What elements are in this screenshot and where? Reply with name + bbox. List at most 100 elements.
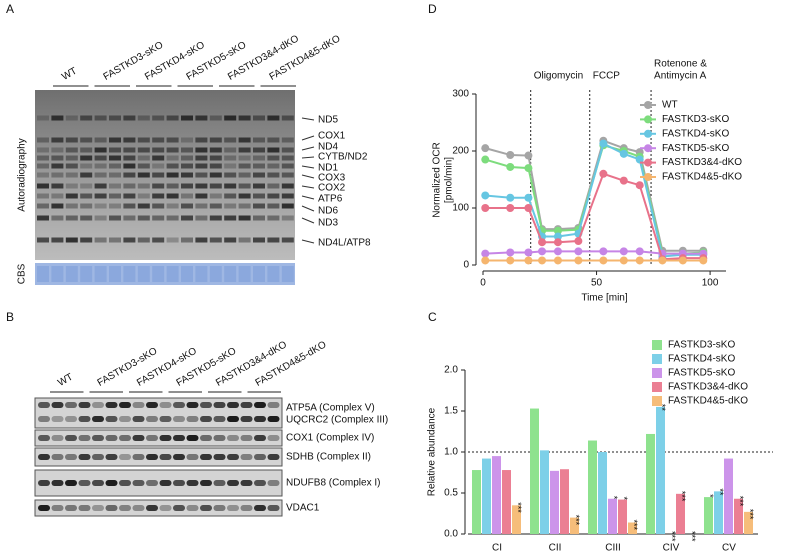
blot-band (78, 416, 91, 422)
legend-label: FASTKD5-sKO (662, 143, 729, 154)
gel-band (253, 172, 265, 178)
blot-band (92, 454, 104, 460)
blot-band (65, 505, 77, 511)
gel-band (166, 193, 179, 199)
gel-band (267, 237, 280, 243)
bar (560, 469, 569, 534)
blot-band (173, 402, 185, 408)
lane-label: FASTKD4&5-dKO (268, 33, 343, 83)
blot-strip (34, 429, 283, 447)
gel-band (238, 115, 251, 121)
blot-band (200, 505, 212, 511)
significance-label: *** (513, 502, 523, 513)
blot-band (267, 454, 280, 460)
panel-letter: B (6, 310, 14, 324)
gel-band (37, 137, 49, 143)
data-point (481, 249, 490, 258)
gel-band (166, 115, 179, 121)
gel-band (181, 137, 193, 143)
legend-swatch (652, 396, 662, 406)
x-tick-label: 100 (702, 278, 719, 289)
gel-band (80, 203, 93, 209)
legend-label: FASTKD3&4-dKO (668, 382, 748, 393)
x-tick-label: CII (549, 543, 562, 554)
blot-band (267, 402, 280, 408)
blot-band (38, 454, 50, 460)
blot-band (78, 435, 91, 441)
gel-band (253, 237, 265, 243)
gel-band (80, 115, 93, 121)
data-point (574, 237, 583, 246)
significance-label: ** (715, 488, 725, 496)
gel-band (253, 115, 265, 121)
blot-band (105, 402, 118, 408)
blot-band (105, 416, 118, 422)
lane-label: FASTKD3&4-dKO (226, 33, 301, 83)
significance-label: * (609, 496, 619, 500)
gel-band (195, 193, 208, 199)
blot-band (186, 480, 199, 486)
gel-band (123, 115, 136, 121)
gel-band (195, 237, 208, 243)
blot-band (254, 416, 266, 422)
gel-band (152, 147, 165, 153)
bar (618, 499, 627, 534)
data-point (524, 248, 533, 257)
blot-band (146, 480, 158, 486)
blot-band (65, 402, 77, 408)
blot-band (254, 454, 266, 460)
gel-band (224, 155, 237, 161)
gel-band (51, 172, 64, 178)
gel-band (109, 237, 121, 243)
data-point (481, 155, 490, 164)
gel-band (224, 215, 237, 221)
bar (540, 450, 549, 534)
band-pointer (301, 217, 315, 224)
x-tick-label: 0 (480, 278, 486, 289)
blot-band (132, 505, 145, 511)
gel-band (181, 172, 193, 178)
gel-band (281, 147, 294, 153)
data-point (506, 193, 515, 202)
blot-band (51, 416, 64, 422)
blot-band (240, 435, 253, 441)
data-point (619, 247, 628, 256)
y-tick-label: 0.0 (444, 529, 458, 540)
gel-band (195, 115, 208, 121)
legend-marker (644, 115, 652, 124)
band-label: ND1 (318, 163, 338, 174)
gel-band (37, 215, 49, 221)
loading-label: CBS (17, 263, 28, 284)
gel-band (281, 172, 294, 178)
band-pointer (301, 135, 315, 141)
blot-band (200, 402, 212, 408)
significance-label: *** (571, 515, 581, 526)
band-label: ND3 (318, 218, 338, 229)
gel-band (224, 115, 237, 121)
treatment-label: FCCP (593, 71, 621, 82)
gel-band (281, 163, 294, 169)
gel-band (51, 203, 64, 209)
gel-band (195, 172, 208, 178)
gel-band (209, 215, 222, 221)
bar (714, 491, 723, 534)
cbs-lane (109, 266, 121, 282)
cbs-lane (37, 266, 49, 282)
blot-band (119, 505, 131, 511)
cbs-lane (195, 266, 208, 282)
gel-band (166, 147, 179, 153)
gel-band (51, 237, 64, 243)
gel-band (209, 115, 222, 121)
gel-band (109, 215, 121, 221)
legend-marker (644, 101, 652, 109)
x-tick-label: CI (492, 543, 502, 554)
y-tick-label: 1.0 (444, 447, 458, 458)
gel-band (195, 147, 208, 153)
gel-band (209, 155, 222, 161)
gel-band (181, 163, 193, 169)
data-point (619, 176, 628, 185)
legend-label: FASTKD4&5-dKO (668, 396, 748, 407)
blot-band (186, 435, 199, 441)
gel-band (224, 203, 237, 209)
blot-band (146, 505, 158, 511)
